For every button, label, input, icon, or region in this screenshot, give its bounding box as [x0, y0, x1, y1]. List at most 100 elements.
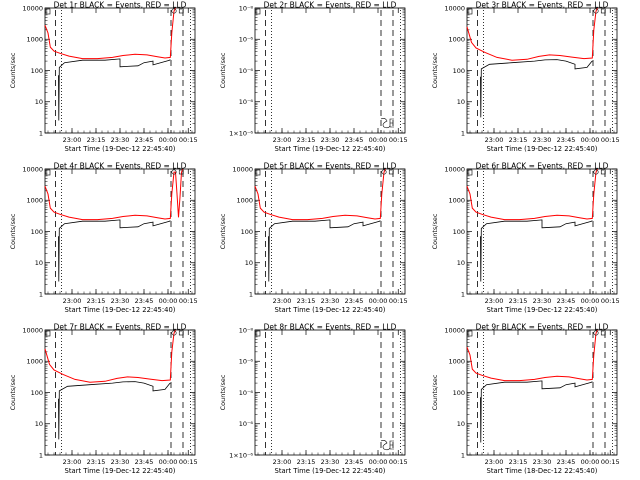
x-tick-label: 23:45: [345, 297, 364, 305]
x-tick-label: 00:15: [389, 136, 408, 144]
lld-series-line: [44, 329, 176, 383]
y-tick-label: 10: [35, 259, 43, 267]
y-tick-label: 10000: [444, 165, 465, 173]
panel-title: Det 3r BLACK = Events, RED = LLD: [476, 1, 609, 10]
y-tick-label: 1000: [26, 36, 43, 44]
events-series-line: [480, 59, 593, 118]
x-tick-label: 23:30: [111, 297, 130, 305]
y-axis-label: Counts/sec: [9, 374, 17, 410]
corner-marker: [467, 169, 473, 176]
x-tick-label: 00:00: [369, 458, 388, 466]
x-tick-label: 23:15: [509, 297, 528, 305]
y-tick-label: 10: [457, 420, 465, 428]
panel-det-7: Det 7r BLACK = Events, RED = LLD 1 10 100 10…: [9, 323, 198, 476]
x-axis-label: Start Time (19-Dec-12 22:45:40): [65, 467, 176, 475]
y-tick-label: 100: [453, 228, 465, 236]
y-axis-label: Counts/sec: [9, 213, 17, 249]
y-axis-label: Counts/sec: [219, 374, 227, 410]
x-tick-label: 00:00: [369, 136, 388, 144]
empty-marker: [389, 118, 394, 128]
y-tick-label: 1: [39, 129, 43, 137]
y-tick-label: 10⁻⁸: [239, 326, 254, 334]
x-tick-label: 23:15: [297, 297, 316, 305]
x-tick-label: 23:00: [63, 136, 82, 144]
y-axis-label: Counts/sec: [219, 213, 227, 249]
x-axis-label: Start Time (19-Dec-12 22:45:40): [65, 145, 176, 153]
y-tick-label: 100: [453, 389, 465, 397]
x-axis-label: Start Time (19-Dec-12 22:45:40): [275, 467, 386, 475]
x-tick-label: 00:15: [179, 136, 198, 144]
panel-title: Det 4r BLACK = Events, RED = LLD: [54, 162, 187, 171]
y-tick-label: 100: [31, 228, 43, 236]
flare-marker: [388, 169, 394, 175]
y-tick-label: 1000: [26, 358, 43, 366]
y-tick-label: 100: [31, 389, 43, 397]
y-tick-label: 1: [461, 451, 465, 459]
x-axis-label: Start Time (19-Dec-12 22:45:40): [275, 145, 386, 153]
x-tick-label: 23:15: [87, 458, 106, 466]
x-tick-label: 00:00: [581, 136, 600, 144]
y-tick-label: 100: [31, 67, 43, 75]
x-tick-label: 23:30: [321, 297, 340, 305]
events-series-line: [58, 58, 171, 121]
flare-marker: [600, 8, 606, 14]
y-tick-label: 100: [241, 228, 253, 236]
x-tick-label: 00:00: [581, 297, 600, 305]
empty-marker: [380, 118, 391, 129]
x-tick-label: 23:15: [509, 136, 528, 144]
x-tick-label: 23:30: [111, 136, 130, 144]
panel-title: Det 7r BLACK = Events, RED = LLD: [54, 323, 187, 332]
x-tick-label: 23:00: [485, 458, 504, 466]
lld-series-line: [466, 168, 598, 221]
x-tick-label: 23:45: [135, 458, 154, 466]
y-tick-label: 1: [461, 290, 465, 298]
x-tick-label: 00:00: [159, 136, 178, 144]
y-tick-label: 1×10⁻⁶: [229, 451, 253, 459]
x-tick-label: 23:00: [485, 297, 504, 305]
x-tick-label: 00:15: [601, 297, 620, 305]
x-tick-label: 00:15: [601, 136, 620, 144]
y-tick-label: 1: [249, 290, 253, 298]
lld-series-line: [254, 168, 386, 221]
y-tick-label: 10⁻⁶: [239, 389, 254, 397]
empty-marker: [389, 440, 394, 450]
panel-det-4: Det 4r BLACK = Events, RED = LLD 1 10 100 10…: [9, 162, 198, 315]
panel-title: Det 8r BLACK = Events, RED = LLD: [264, 323, 397, 332]
x-tick-label: 23:30: [321, 458, 340, 466]
x-tick-label: 23:00: [273, 458, 292, 466]
y-axis-label: Counts/sec: [431, 374, 439, 410]
y-tick-label: 1000: [448, 358, 465, 366]
y-tick-label: 1000: [236, 197, 253, 205]
panel-det-2: Det 2r BLACK = Events, RED = LLD 1×10⁻⁶ 10…: [219, 1, 408, 154]
y-tick-label: 1000: [448, 36, 465, 44]
x-tick-label: 23:15: [297, 136, 316, 144]
flare-marker: [600, 169, 606, 175]
y-tick-label: 1: [39, 451, 43, 459]
x-tick-label: 00:00: [159, 297, 178, 305]
x-tick-label: 23:00: [63, 297, 82, 305]
panel-det-5: Det 5r BLACK = Events, RED = LLD 1 10 100 10…: [219, 162, 408, 315]
x-tick-label: 00:00: [581, 458, 600, 466]
y-tick-label: 10000: [22, 4, 43, 12]
x-tick-label: 00:15: [389, 297, 408, 305]
x-tick-label: 23:00: [273, 136, 292, 144]
x-tick-label: 23:00: [273, 297, 292, 305]
y-tick-label: 1: [461, 129, 465, 137]
x-axis-label: Start Time (19-Dec-12 22:45:40): [65, 306, 176, 314]
x-tick-label: 23:45: [557, 297, 576, 305]
panel-title: Det 1r BLACK = Events, RED = LLD: [54, 1, 187, 10]
lld-series-line: [466, 329, 598, 382]
y-tick-label: 10: [457, 98, 465, 106]
y-tick-label: 10000: [22, 326, 43, 334]
x-tick-label: 23:00: [485, 136, 504, 144]
events-series-line: [480, 219, 593, 282]
x-tick-label: 23:00: [63, 458, 82, 466]
corner-marker: [45, 169, 51, 176]
y-axis-label: Counts/sec: [431, 213, 439, 249]
plot-frame: [254, 329, 406, 456]
y-tick-label: 10⁻⁶: [239, 67, 254, 75]
flare-marker: [171, 330, 177, 336]
events-series-line: [58, 219, 171, 282]
y-tick-label: 10000: [444, 326, 465, 334]
